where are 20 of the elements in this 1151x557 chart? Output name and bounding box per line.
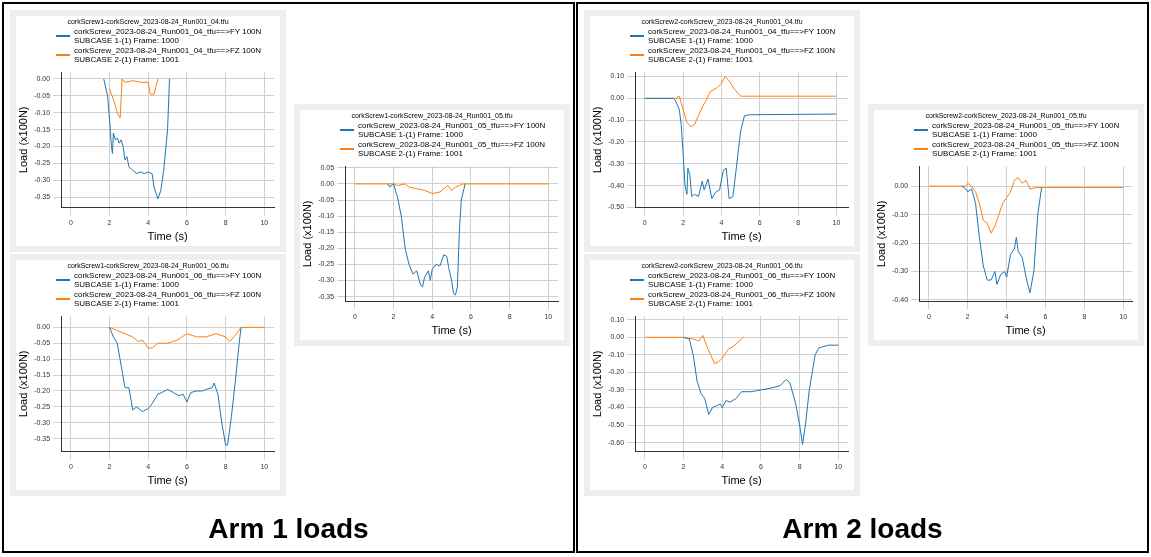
x-axis-title: Time (s) [147,474,188,487]
text: Arm 2 loads [781,513,944,545]
legend-label: corkScrew_2023-08-24_Run001_06_tfu==>FZ 100N SUBCASE 2-(1) Frame: 1001 [74,290,262,308]
x-axis-title: Time (s) [431,324,472,337]
y-axis-title: Load (x100N) [874,200,887,268]
legend-label: corkScrew_2023-08-24_Run001_05_tfu==>FZ 100N SUBCASE 2-(1) Frame: 1001 [932,140,1120,158]
x-axis-title: Time (s) [721,230,762,243]
y-axis-title: Load (x100N) [590,350,603,418]
x-axis-title: Time (s) [147,230,188,243]
legend-label: corkScrew_2023-08-24_Run001_06_tfu==>FZ 100N SUBCASE 2-(1) Frame: 1001 [648,290,836,308]
x-axis-title: Time (s) [721,474,762,487]
y-axis-title: Load (x100N) [300,200,313,268]
y-axis-title: Load (x100N) [16,350,29,418]
legend-label: corkScrew_2023-08-24_Run001_04_tfu==>FZ 100N SUBCASE 2-(1) Frame: 1001 [648,46,836,64]
x-axis-title: Time (s) [1005,324,1046,337]
legend-label: corkScrew_2023-08-24_Run001_04_tfu==>FZ 100N SUBCASE 2-(1) Frame: 1001 [74,46,262,64]
y-axis-title: Load (x100N) [16,106,29,174]
legend-label: corkScrew_2023-08-24_Run001_05_tfu==>FZ 100N SUBCASE 2-(1) Frame: 1001 [358,140,546,158]
text: Arm 1 loads [207,513,370,545]
y-axis-title: Load (x100N) [590,106,603,174]
